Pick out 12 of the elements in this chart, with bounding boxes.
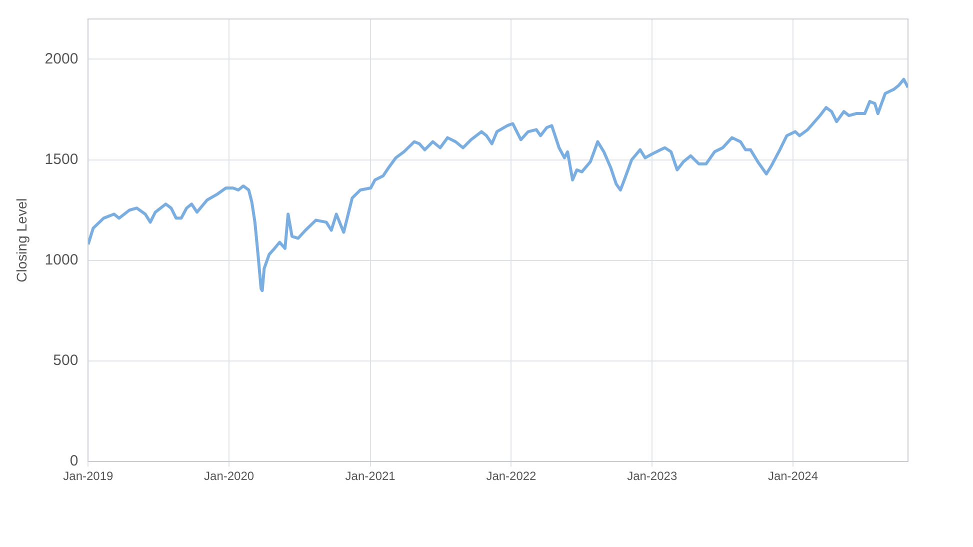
x-tick-label: Jan-2019 [63, 469, 114, 484]
x-tick-label: Jan-2023 [627, 469, 678, 484]
x-tick-label: Jan-2021 [345, 469, 396, 484]
y-axis-title: Closing Level [13, 198, 30, 282]
y-tick-label: 2000 [44, 50, 78, 68]
y-tick-label: 0 [70, 452, 78, 470]
x-tick-label: Jan-2022 [486, 469, 537, 484]
x-tick-label: Jan-2024 [768, 469, 818, 484]
y-tick-label: 1000 [44, 252, 78, 269]
y-tick-label: 500 [53, 352, 78, 370]
x-tick-label: Jan-2020 [204, 469, 254, 484]
y-tick-label: 1500 [44, 150, 78, 168]
